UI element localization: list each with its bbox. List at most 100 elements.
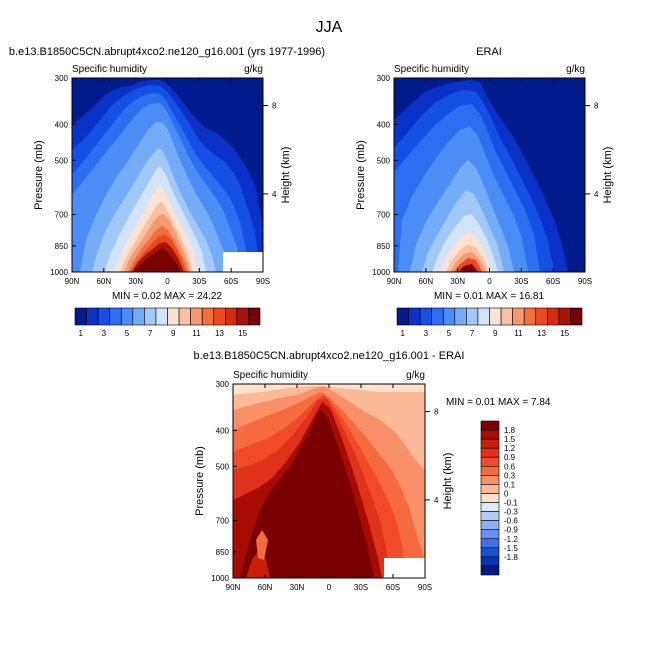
- colorbar-label: -1.2: [504, 535, 518, 544]
- x-tick-label: 30N: [450, 277, 465, 286]
- y-tick-label: 850: [377, 242, 391, 251]
- y2-tick-label: 4: [594, 190, 599, 199]
- colorbar-swatch: [442, 307, 456, 326]
- colorbar-label: 13: [537, 329, 546, 338]
- x-tick-label: 0: [327, 583, 332, 592]
- colorbar-label: 0.6: [504, 462, 516, 471]
- colorbar-label: 3: [102, 329, 107, 338]
- colorbar-swatch: [480, 511, 500, 521]
- colorbar-swatch: [480, 484, 500, 494]
- colorbar-label: -1.5: [504, 544, 518, 553]
- colorbar-label: 0.3: [504, 471, 516, 480]
- x-tick-label: 30S: [192, 277, 206, 286]
- colorbar-label: 5: [447, 329, 452, 338]
- colorbar-swatch: [454, 307, 467, 326]
- x-tick-label: 60N: [96, 277, 111, 286]
- colorbar-swatch: [523, 307, 537, 326]
- panel-erai-colorbar: 1 3 5 7 9 11 13 15: [396, 307, 583, 338]
- panel-diff-right-label: g/kg: [406, 370, 425, 381]
- x-tick-label: 90N: [65, 277, 80, 286]
- colorbar-label: 7: [148, 329, 153, 338]
- colorbar-label: -0.1: [504, 499, 518, 508]
- panel-diff-colorbar: 1.81.51.20.90.60.30.10-0.1-0.3-0.6-0.9-1…: [480, 420, 518, 576]
- y2-axis-label: Height (km): [602, 147, 614, 204]
- y-tick-label: 300: [55, 74, 69, 83]
- colorbar-swatch: [144, 307, 157, 326]
- y-tick-label: 1000: [372, 268, 390, 277]
- y-tick-label: 700: [377, 211, 391, 220]
- colorbar-swatch: [431, 307, 444, 326]
- y-tick-label: 400: [377, 120, 391, 129]
- colorbar-label: 9: [493, 329, 498, 338]
- y-tick-label: 500: [216, 462, 230, 471]
- x-tick-label: 30N: [290, 583, 305, 592]
- colorbar-swatch: [201, 307, 215, 326]
- colorbar-label: -0.9: [504, 526, 518, 535]
- colorbar-swatch: [466, 307, 479, 326]
- colorbar-swatch: [155, 307, 168, 326]
- panel-diff-stats: MIN = 0.01 MAX = 7.84: [446, 397, 551, 408]
- colorbar-label: 15: [238, 329, 247, 338]
- contour-level: [458, 264, 478, 272]
- panel-diff-left-label: Specific humidity: [233, 370, 308, 381]
- colorbar-swatch: [480, 475, 500, 485]
- panel-diff-title: b.e13.B1850C5CN.abrupt4xco2.ne120_g16.00…: [194, 350, 465, 362]
- colorbar-label: 0.1: [504, 480, 516, 489]
- colorbar-swatch: [236, 307, 249, 326]
- panel-erai: ERAI Specific humidity g/kg 90N 60N 30N 0 30…: [355, 46, 614, 338]
- colorbar-swatch: [480, 556, 500, 567]
- colorbar-swatch: [132, 307, 145, 326]
- colorbar-label: -0.3: [504, 508, 518, 517]
- colorbar-label: 1.5: [504, 435, 516, 444]
- panel-model-title: b.e13.B1850C5CN.abrupt4xco2.ne120_g16.00…: [9, 46, 325, 58]
- x-tick-label: 30N: [128, 277, 143, 286]
- panel-diff-contours: [233, 384, 425, 578]
- colorbar-swatch: [248, 307, 261, 326]
- panel-erai-axes: 90N 60N 30N 0 30S 60S 90S 300 400 500 700 850 1000 8 4…: [355, 74, 614, 286]
- colorbar-label: 11: [514, 329, 523, 338]
- colorbar-label: 1.2: [504, 444, 516, 453]
- y-axis-label: Pressure (mb): [33, 140, 45, 210]
- colorbar-swatch: [480, 565, 500, 576]
- colorbar-swatch: [480, 547, 500, 558]
- x-tick-label: 60N: [418, 277, 433, 286]
- colorbar-label: 1: [401, 329, 406, 338]
- colorbar-swatch: [558, 307, 571, 326]
- colorbar-swatch: [480, 429, 500, 440]
- missing-data-region: [384, 558, 425, 578]
- x-tick-label: 60S: [386, 583, 400, 592]
- x-tick-label: 90N: [226, 583, 241, 592]
- colorbar-swatch: [480, 465, 500, 476]
- colorbar-swatch: [480, 529, 500, 540]
- x-tick-label: 90N: [387, 277, 402, 286]
- y2-tick-label: 4: [434, 496, 439, 505]
- y2-axis-label: Height (km): [280, 147, 292, 204]
- colorbar-label: 15: [560, 329, 569, 338]
- panel-diff: b.e13.B1850C5CN.abrupt4xco2.ne120_g16.00…: [194, 350, 551, 592]
- y-tick-label: 700: [55, 211, 69, 220]
- colorbar-swatch: [213, 307, 226, 326]
- colorbar-label: 7: [470, 329, 475, 338]
- y-tick-label: 300: [216, 380, 230, 389]
- y-tick-label: 400: [55, 120, 69, 129]
- y-tick-label: 700: [216, 517, 230, 526]
- panel-erai-title: ERAI: [476, 46, 502, 58]
- panel-erai-left-label: Specific humidity: [394, 64, 469, 75]
- colorbar-label: 13: [215, 329, 224, 338]
- colorbar-swatch: [74, 307, 87, 326]
- colorbar-swatch: [489, 307, 502, 326]
- colorbar-swatch: [480, 447, 500, 458]
- colorbar-label: 0: [504, 489, 509, 498]
- colorbar-swatch: [480, 456, 500, 467]
- colorbar-swatch: [570, 307, 583, 326]
- panel-model-stats: MIN = 0.02 MAX = 24.22: [112, 291, 222, 302]
- y2-tick-label: 4: [272, 190, 277, 199]
- colorbar-swatch: [167, 307, 180, 326]
- y2-tick-label: 8: [594, 102, 599, 111]
- y-tick-label: 1000: [211, 574, 229, 583]
- x-tick-label: 90S: [578, 277, 592, 286]
- colorbar-swatch: [225, 307, 238, 326]
- y-tick-label: 500: [55, 156, 69, 165]
- x-tick-label: 30S: [354, 583, 368, 592]
